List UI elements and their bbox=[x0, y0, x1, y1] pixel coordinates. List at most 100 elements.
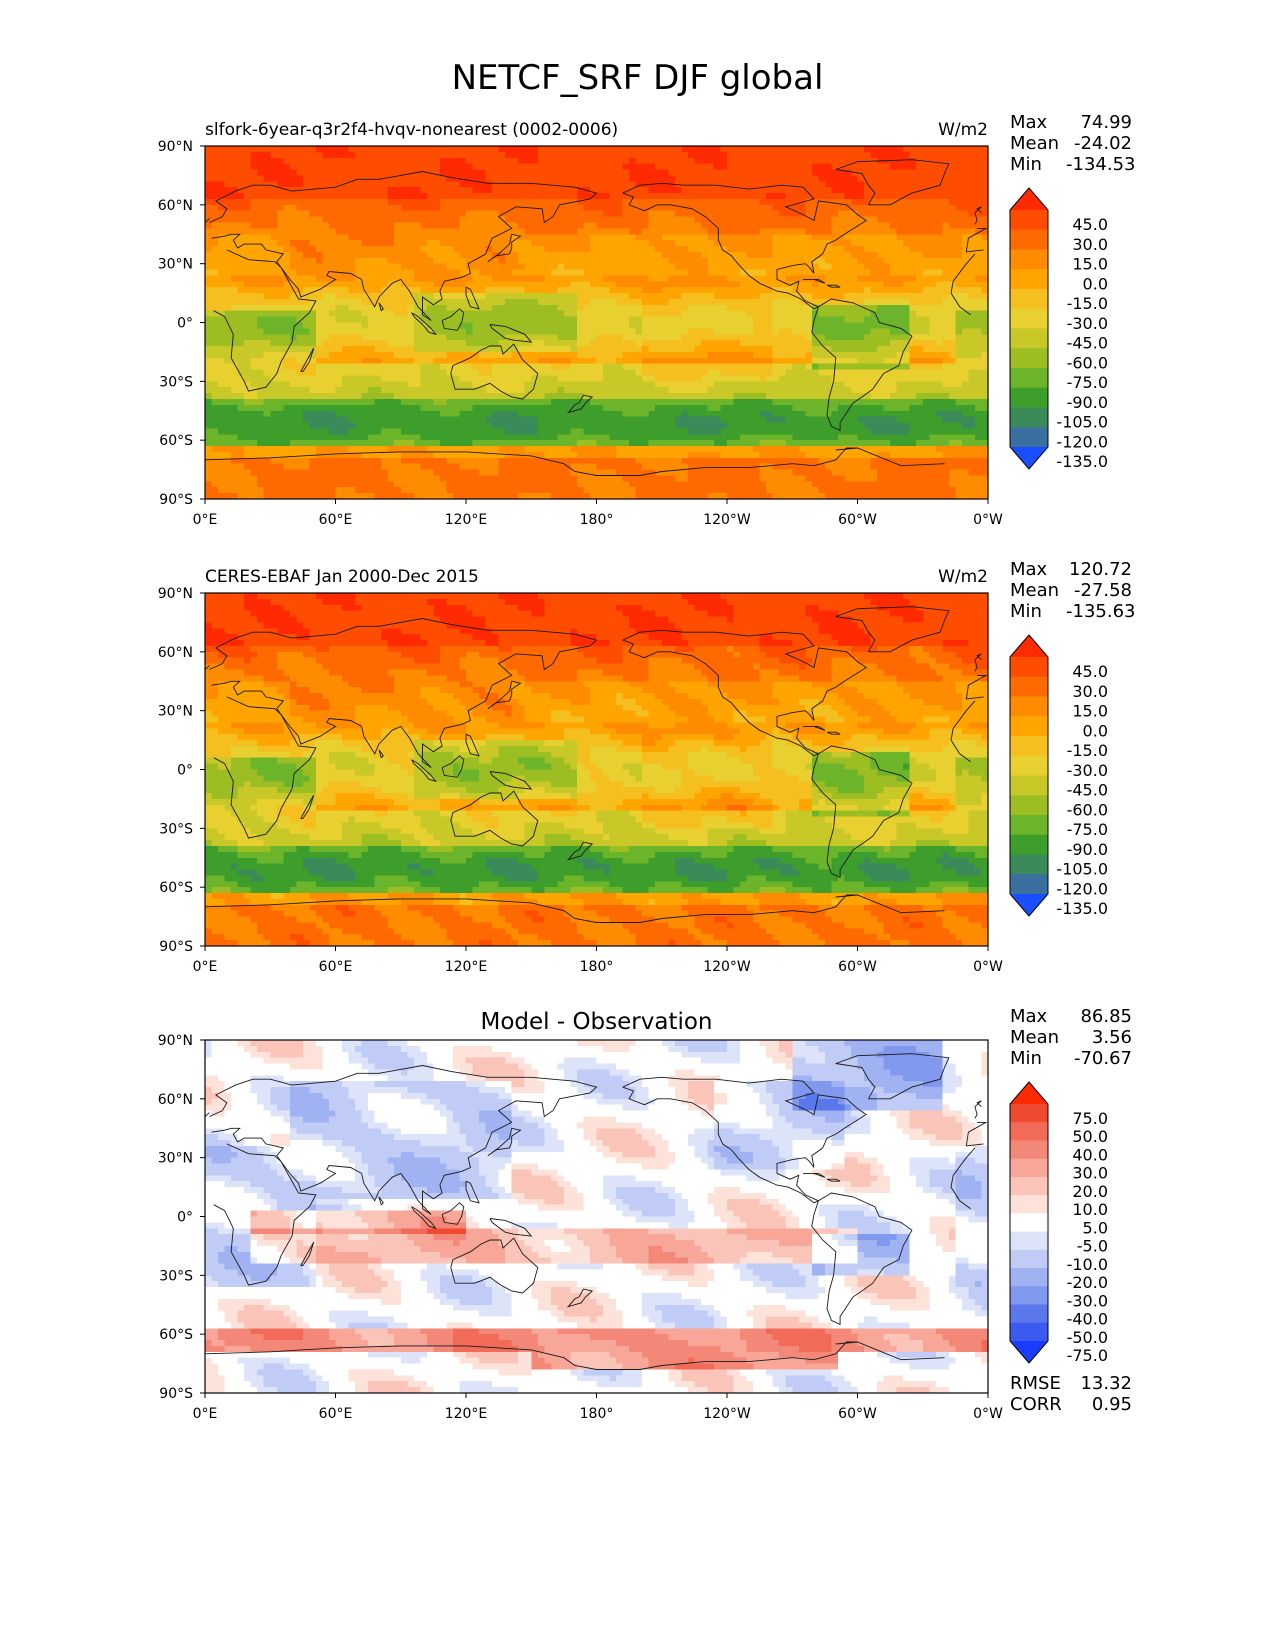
colorbar-extend-max bbox=[1010, 188, 1048, 210]
colorbar-swatch bbox=[1010, 328, 1048, 349]
stat-row-max: Max 74.99 bbox=[1010, 112, 1132, 133]
colorbar: 75.050.040.030.020.010.05.0-5.0-10.0-20.… bbox=[1009, 1081, 1108, 1365]
coastline bbox=[441, 755, 465, 778]
y-tick-label: 30°S bbox=[159, 821, 193, 837]
coastline bbox=[974, 653, 982, 672]
y-tick-label: 60°S bbox=[159, 880, 193, 896]
x-tick-label: 120°W bbox=[703, 959, 751, 975]
x-tick-label: 60°E bbox=[319, 959, 353, 975]
coastline bbox=[450, 790, 539, 847]
colorbar-swatch bbox=[1010, 210, 1048, 231]
coastline bbox=[622, 629, 868, 757]
x-tick-label: 120°E bbox=[445, 512, 488, 528]
colorbar: 45.030.015.00.0-15.0-30.0-45.0-60.0-75.0… bbox=[1009, 634, 1108, 918]
colorbar-label: -75.0 bbox=[1067, 820, 1108, 839]
colorbar-swatch bbox=[1010, 427, 1048, 448]
colorbar-swatch bbox=[1010, 368, 1048, 389]
coastline bbox=[803, 1172, 826, 1178]
y-tick-label: 90°S bbox=[159, 1386, 193, 1402]
colorbar-label: 0.0 bbox=[1083, 721, 1108, 740]
coastline bbox=[378, 749, 384, 759]
colorbar-label: -120.0 bbox=[1056, 432, 1108, 451]
coastline bbox=[950, 1147, 976, 1188]
stat-label: Max bbox=[1010, 559, 1066, 580]
coastline bbox=[950, 700, 976, 741]
colorbar-label: -75.0 bbox=[1067, 1346, 1108, 1365]
stat-row-corr: CORR 0.95 bbox=[1010, 1394, 1132, 1415]
y-tick-label: 30°N bbox=[158, 257, 193, 273]
colorbar-swatch bbox=[1010, 1249, 1048, 1269]
colorbar-swatch bbox=[1010, 308, 1048, 329]
coastline bbox=[378, 1196, 384, 1206]
panel-title: Model - Observation bbox=[480, 1009, 712, 1035]
colorbar-label: -5.0 bbox=[1077, 1237, 1108, 1256]
stat-row-min: Min -70.67 bbox=[1010, 1048, 1132, 1069]
coastline bbox=[465, 286, 480, 310]
colorbar-swatch bbox=[1010, 755, 1048, 776]
stat-label: CORR bbox=[1010, 1394, 1078, 1415]
x-tick-label: 0°W bbox=[973, 1406, 1003, 1422]
coastline bbox=[811, 298, 913, 432]
colorbar-extend-max bbox=[1010, 1082, 1048, 1104]
units-label: W/m2 bbox=[938, 120, 988, 140]
coastline bbox=[411, 759, 437, 783]
coastline bbox=[487, 680, 522, 710]
coastline bbox=[835, 159, 950, 206]
y-tick-label: 30°S bbox=[159, 374, 193, 390]
colorbar-label: -75.0 bbox=[1067, 373, 1108, 392]
coastline bbox=[950, 739, 971, 763]
coastline bbox=[209, 1065, 598, 1215]
coastline bbox=[205, 1112, 210, 1117]
coastline bbox=[205, 1341, 858, 1370]
x-tick-label: 60°W bbox=[838, 1406, 877, 1422]
y-tick-label: 90°S bbox=[159, 492, 193, 508]
x-tick-label: 120°E bbox=[445, 1406, 488, 1422]
colorbar-label: 30.0 bbox=[1072, 235, 1108, 254]
coastline bbox=[205, 218, 210, 223]
coastline bbox=[965, 227, 988, 252]
colorbar-swatch bbox=[1010, 1122, 1048, 1141]
coastline bbox=[966, 696, 984, 700]
stat-label: Max bbox=[1010, 112, 1066, 133]
y-tick-label: 60°N bbox=[158, 1092, 193, 1108]
map-panel-3: Model - Observation 0°E 60°E 120°E 180° 120°W… bbox=[158, 1009, 1108, 1422]
coastline bbox=[835, 606, 950, 653]
coastline bbox=[441, 308, 465, 331]
colorbar-swatch bbox=[1010, 657, 1048, 678]
coastline bbox=[441, 1202, 465, 1225]
colorbar-label: -30.0 bbox=[1067, 761, 1108, 780]
coastline bbox=[489, 324, 533, 343]
x-tick-label: 60°W bbox=[838, 512, 877, 528]
coastline bbox=[209, 618, 598, 768]
colorbar-swatch bbox=[1010, 269, 1048, 290]
colorbar-swatch bbox=[1010, 795, 1048, 816]
colorbar-label: 20.0 bbox=[1072, 1182, 1108, 1201]
stat-label: Mean bbox=[1010, 1027, 1066, 1048]
colorbar-swatch bbox=[1010, 696, 1048, 717]
panel-title: CERES-EBAF Jan 2000-Dec 2015 bbox=[205, 567, 479, 587]
colorbar-label: -105.0 bbox=[1056, 860, 1108, 879]
coastline bbox=[300, 1241, 315, 1266]
colorbar-label: 75.0 bbox=[1072, 1109, 1108, 1128]
colorbar-label: -40.0 bbox=[1067, 1310, 1108, 1329]
stat-label: Mean bbox=[1010, 580, 1066, 601]
x-tick-label: 60°E bbox=[319, 1406, 353, 1422]
coastline bbox=[205, 447, 858, 476]
coastline bbox=[300, 347, 315, 372]
stat-row-max: Max 86.85 bbox=[1010, 1006, 1132, 1027]
y-tick-label: 30°S bbox=[159, 1268, 193, 1284]
stat-row-min: Min -135.63 bbox=[1010, 601, 1135, 622]
colorbar-swatch bbox=[1010, 387, 1048, 408]
colorbar-swatch bbox=[1010, 289, 1048, 310]
stat-row-mean: Mean -27.58 bbox=[1010, 580, 1132, 601]
y-tick-label: 0° bbox=[177, 763, 193, 779]
colorbar-swatch bbox=[1010, 1231, 1048, 1251]
coastline bbox=[826, 731, 841, 735]
x-tick-label: 0°E bbox=[193, 959, 218, 975]
x-tick-label: 180° bbox=[580, 512, 614, 528]
panel-title: slfork-6year-q3r2f4-hvqv-nonearest (0002… bbox=[205, 120, 618, 140]
coastline bbox=[487, 1127, 522, 1157]
colorbar-swatch bbox=[1010, 676, 1048, 697]
stat-label: RMSE bbox=[1010, 1373, 1078, 1394]
colorbar-label: -120.0 bbox=[1056, 879, 1108, 898]
